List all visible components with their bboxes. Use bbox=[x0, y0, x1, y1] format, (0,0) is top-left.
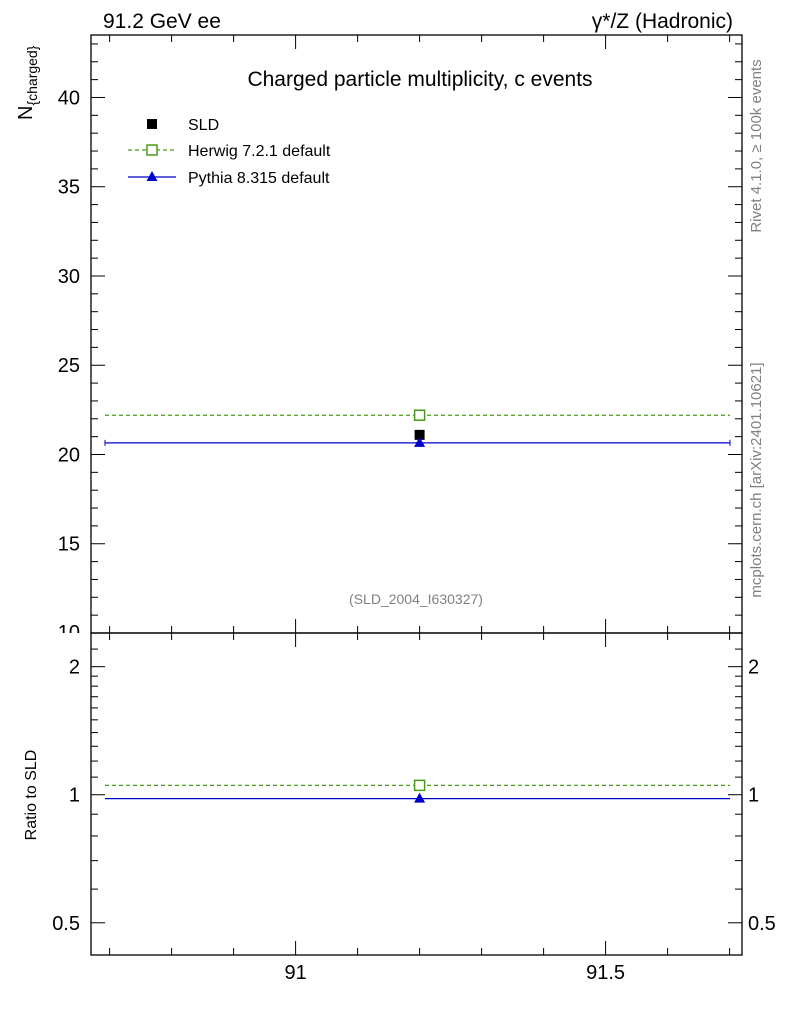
legend-label-sld: SLD bbox=[188, 117, 219, 134]
ratio-y-tick-label-right: 2 bbox=[748, 657, 759, 679]
ratio-ticks bbox=[91, 632, 742, 955]
legend: SLD Herwig 7.2.1 default Pythia 8.315 de… bbox=[128, 117, 331, 187]
legend-marker-herwig bbox=[146, 144, 158, 156]
main-y-tick-label: 30 bbox=[58, 266, 80, 288]
ratio-panel: 0.5 0.5 1 1 2 2 91 91.5 Ratio to SLD bbox=[23, 632, 776, 984]
header-right: γ*/Z (Hadronic) bbox=[592, 10, 733, 33]
ratio-y-tick-label-right: 0.5 bbox=[748, 913, 776, 935]
ratio-point-herwig bbox=[413, 779, 426, 792]
ratio-y-tick-label-left: 0.5 bbox=[52, 913, 80, 935]
ratio-data bbox=[105, 779, 730, 803]
data-point-pythia bbox=[414, 436, 426, 447]
y-axis-label-sub: {charged} bbox=[24, 45, 40, 105]
ratio-y-tick-label-left: 2 bbox=[69, 657, 80, 679]
main-y-tick-label: 25 bbox=[58, 355, 80, 377]
ratio-frame bbox=[90, 632, 743, 956]
main-ticks bbox=[91, 35, 742, 634]
legend-marker-pythia bbox=[146, 171, 158, 181]
y-axis-label-main: N bbox=[15, 106, 37, 120]
main-y-tick-label: 35 bbox=[58, 177, 80, 199]
ratio-point-pythia bbox=[414, 792, 426, 803]
main-y-tick-label: 20 bbox=[58, 444, 80, 466]
rivet-note: Rivet 4.1.0, ≥ 100k events bbox=[748, 59, 765, 232]
main-y-tick-label-partial: 10 bbox=[58, 622, 80, 644]
data-point-sld bbox=[414, 429, 425, 440]
main-data bbox=[104, 409, 731, 447]
watermark: (SLD_2004_I630327) bbox=[349, 591, 483, 607]
x-tick-label: 91 bbox=[284, 962, 306, 984]
svg-text:N{charged}: N{charged} bbox=[15, 45, 40, 120]
main-panel: 15 20 25 30 35 40 10 Charged particle multipli… bbox=[15, 34, 743, 644]
legend-label-herwig: Herwig 7.2.1 default bbox=[188, 143, 331, 160]
data-point-herwig bbox=[413, 409, 426, 421]
x-tick-labels: 91 91.5 bbox=[284, 962, 625, 984]
y-axis-label: N{charged} bbox=[15, 45, 40, 120]
ratio-y-tick-labels: 0.5 0.5 1 1 2 2 bbox=[52, 657, 776, 935]
header-left: 91.2 GeV ee bbox=[103, 10, 221, 33]
chart-title: Charged particle multiplicity, c events bbox=[247, 68, 592, 91]
main-y-tick-label: 15 bbox=[58, 534, 80, 556]
ratio-y-tick-label-left: 1 bbox=[69, 785, 80, 807]
ratio-y-axis-label: Ratio to SLD bbox=[23, 750, 40, 841]
main-y-tick-label: 40 bbox=[58, 87, 80, 109]
mcplots-note: mcplots.cern.ch [arXiv:2401.10621] bbox=[748, 362, 765, 597]
x-tick-label: 91.5 bbox=[586, 962, 625, 984]
main-y-tick-labels: 15 20 25 30 35 40 10 bbox=[58, 87, 80, 644]
legend-marker-sld bbox=[147, 119, 157, 129]
ratio-y-tick-label-right: 1 bbox=[748, 785, 759, 807]
legend-label-pythia: Pythia 8.315 default bbox=[188, 170, 330, 187]
